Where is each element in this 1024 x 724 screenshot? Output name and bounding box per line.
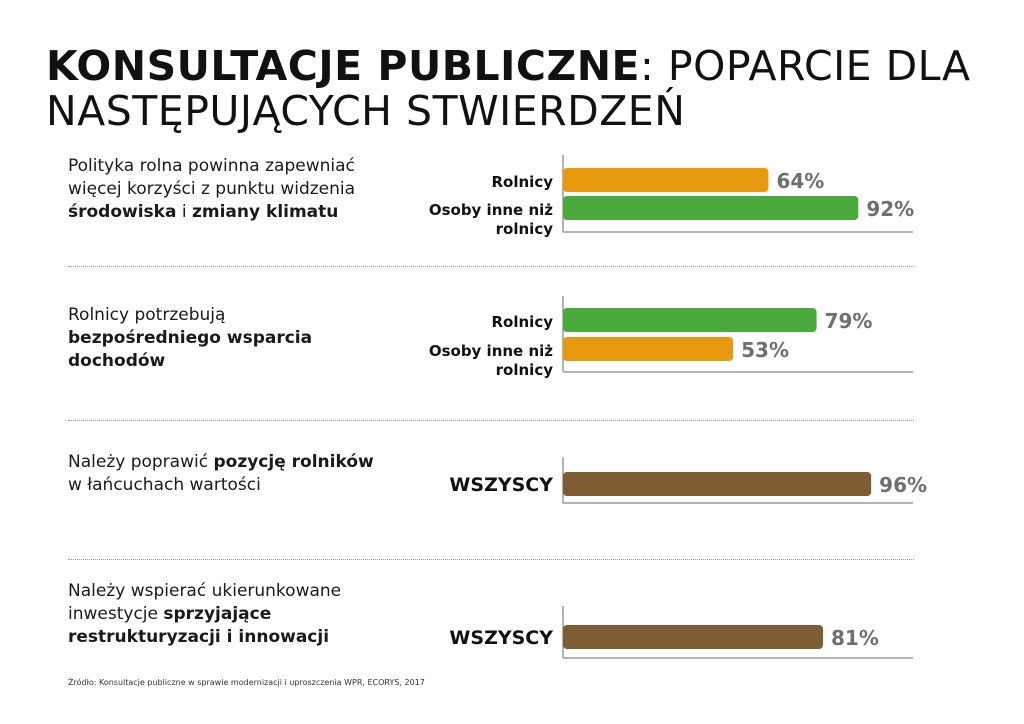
statement-2-part-1: Rolnicy potrzebują <box>68 305 226 325</box>
separator-2 <box>68 420 914 421</box>
page-title: KONSULTACJE PUBLICZNE: POPARCIE DLA NAST… <box>46 44 986 134</box>
chart-1-category-label-2-line-2: rolnicy <box>496 220 554 238</box>
statement-1-part-1: Polityka rolna powinna zapewniać więcej … <box>68 156 356 199</box>
statement-1: Polityka rolna powinna zapewniać więcej … <box>68 155 378 224</box>
chart-4-value-label-1: 81% <box>831 626 879 650</box>
statement-3: Należy poprawić pozycję rolników w łańcu… <box>68 451 388 497</box>
separator-3 <box>68 559 914 560</box>
chart-2-bar-2 <box>563 337 734 361</box>
chart-3-category-label-1: WSZYSCY <box>449 474 553 496</box>
separator-1 <box>68 266 914 267</box>
statement-1-part-4: zmiany klimatu <box>192 202 339 222</box>
title-rest: : POPARCIE DLA NASTĘPUJĄCYCH STWIERDZEŃ <box>46 42 971 135</box>
statement-3-part-1: Należy poprawić <box>68 452 214 472</box>
statement-4-part-1: Należy wspierać ukierunkowane inwestycje <box>68 581 342 624</box>
chart-4-category-label-1: WSZYSCY <box>449 627 553 649</box>
source-note: Źródło: Konsultacje publiczne w sprawie … <box>68 678 425 687</box>
statement-1-part-2: środowiska <box>68 202 177 222</box>
chart-1-bar-2 <box>563 196 859 220</box>
chart-1-category-label-2-line-1: Osoby inne niż <box>429 201 553 219</box>
statement-4: Należy wspierać ukierunkowane inwestycje… <box>68 580 368 649</box>
statement-3-part-2: pozycję rolników <box>213 452 374 472</box>
title-bold: KONSULTACJE PUBLICZNE <box>46 42 641 90</box>
chart-2-value-label-2: 53% <box>741 338 789 362</box>
statement-4-part-2: sprzyjające restrukturyzacji i innowacji <box>68 604 330 647</box>
chart-3-bar-1 <box>563 472 872 496</box>
chart-2-category-label-2-line-1: Osoby inne niż <box>429 342 553 360</box>
statement-3-part-3: w łańcuchach wartości <box>68 475 261 495</box>
statement-2: Rolnicy potrzebują bezpośredniego wsparc… <box>68 304 338 373</box>
chart-1-category-label-1: Rolnicy <box>492 173 554 191</box>
statement-2-part-2: bezpośredniego wsparcia dochodów <box>68 328 313 371</box>
chart-1-value-label-1: 64% <box>776 169 824 193</box>
chart-2-category-label-1: Rolnicy <box>492 313 554 331</box>
chart-1-value-label-2: 92% <box>866 197 914 221</box>
chart-3-value-label-1: 96% <box>879 473 927 497</box>
chart-2-category-label-2-line-2: rolnicy <box>496 361 554 379</box>
chart-2-value-label-1: 79% <box>825 309 873 333</box>
chart-4-bar-1 <box>563 625 824 649</box>
statement-1-part-3: i <box>176 202 192 222</box>
chart-1-bar-1 <box>563 168 769 192</box>
chart-2-bar-1 <box>563 308 817 332</box>
